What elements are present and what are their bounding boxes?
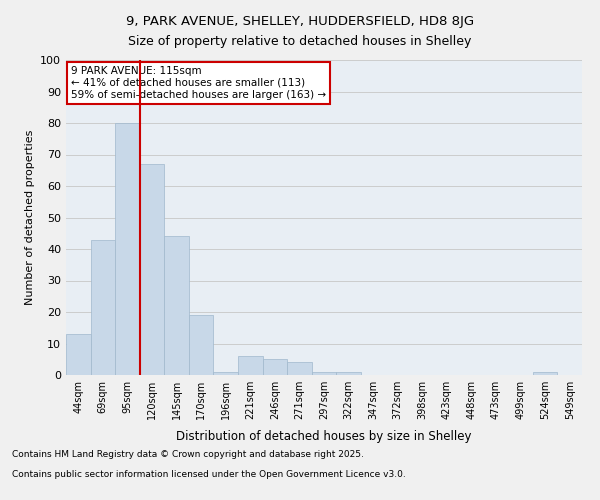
Bar <box>66 334 91 375</box>
Bar <box>189 315 214 375</box>
Text: Contains HM Land Registry data © Crown copyright and database right 2025.: Contains HM Land Registry data © Crown c… <box>12 450 364 459</box>
Bar <box>287 362 312 375</box>
Bar <box>263 359 287 375</box>
Text: 9 PARK AVENUE: 115sqm
← 41% of detached houses are smaller (113)
59% of semi-det: 9 PARK AVENUE: 115sqm ← 41% of detached … <box>71 66 326 100</box>
Bar <box>312 372 336 375</box>
Text: 9, PARK AVENUE, SHELLEY, HUDDERSFIELD, HD8 8JG: 9, PARK AVENUE, SHELLEY, HUDDERSFIELD, H… <box>126 15 474 28</box>
Bar <box>140 164 164 375</box>
Bar <box>533 372 557 375</box>
Bar <box>91 240 115 375</box>
Bar <box>115 123 140 375</box>
Text: Size of property relative to detached houses in Shelley: Size of property relative to detached ho… <box>128 35 472 48</box>
X-axis label: Distribution of detached houses by size in Shelley: Distribution of detached houses by size … <box>176 430 472 444</box>
Bar <box>164 236 189 375</box>
Bar <box>238 356 263 375</box>
Text: Contains public sector information licensed under the Open Government Licence v3: Contains public sector information licen… <box>12 470 406 479</box>
Y-axis label: Number of detached properties: Number of detached properties <box>25 130 35 305</box>
Bar <box>214 372 238 375</box>
Bar <box>336 372 361 375</box>
